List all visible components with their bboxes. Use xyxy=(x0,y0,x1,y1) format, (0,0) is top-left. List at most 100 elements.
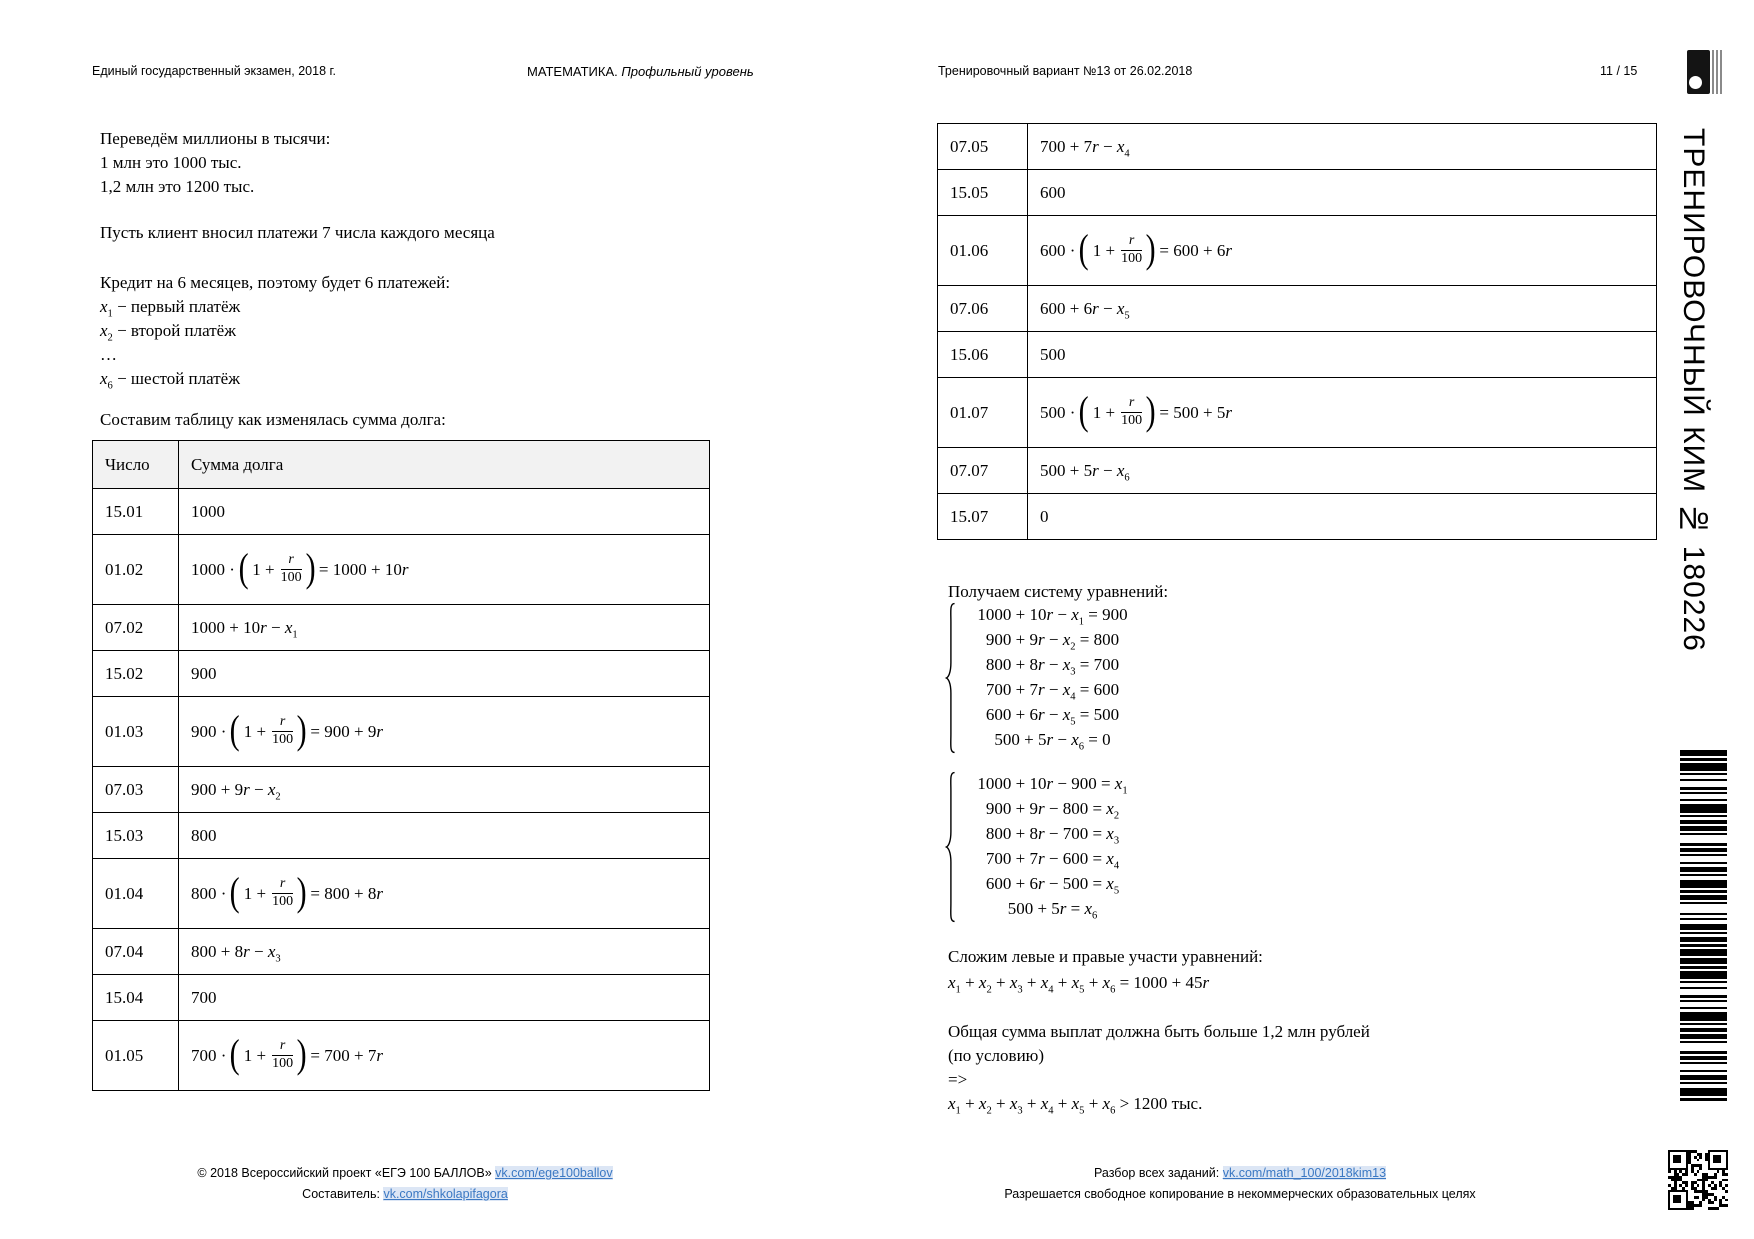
debt-table-row: 01.06 600 ·(1 + r 100) = 600 + 6r xyxy=(937,215,1657,286)
cell-formula: 700 ·(1 + r 100) = 700 + 7r xyxy=(178,1020,710,1091)
debt-table-row: 15.05 600 xyxy=(937,169,1657,216)
footer-solutions-line: Разбор всех заданий: vk.com/math_100/201… xyxy=(940,1163,1540,1184)
open-paren: ( xyxy=(230,868,241,914)
compound-formula: 500 ·(1 + r 100) = 500 + 5r xyxy=(1040,387,1232,433)
close-paren: ) xyxy=(296,1030,307,1076)
ege100ballov-link[interactable]: vk.com/ege100ballov xyxy=(495,1166,613,1180)
conclusion-line-2: (по условию) xyxy=(948,1046,1045,1065)
open-paren: ( xyxy=(230,706,241,752)
equation-system-1: 1000 + 10r − x1 = 900 900 + 9r − x2 = 800… xyxy=(944,602,1145,754)
barcode xyxy=(1680,750,1727,1102)
open-paren: ( xyxy=(1079,387,1090,433)
sum-paragraph: Сложим левые и правые участи уравнений: … xyxy=(948,944,1263,996)
cell-formula: 900 ·(1 + r 100) = 900 + 9r xyxy=(178,696,710,767)
payment-definition: x2 − второй платёж xyxy=(100,321,236,344)
payment-definition: … xyxy=(100,345,117,364)
cell-formula: 1000 ·(1 + r 100) = 1000 + 10r xyxy=(178,534,710,605)
close-paren: ) xyxy=(296,868,307,914)
cell-date: 07.05 xyxy=(937,123,1028,170)
cell-formula: 500 ·(1 + r 100) = 500 + 5r xyxy=(1027,377,1657,448)
equation-system-2: 1000 + 10r − 900 = x1 900 + 9r − 800 = x2… xyxy=(944,771,1145,923)
header-subject: МАТЕМАТИКА. Профильный уровень xyxy=(527,64,754,79)
cell-date: 01.07 xyxy=(937,377,1028,448)
equation: 1000 + 10r − x1 = 900 xyxy=(977,605,1128,628)
footer-right: Разбор всех заданий: vk.com/math_100/201… xyxy=(940,1163,1540,1205)
col-header-date: Число xyxy=(92,440,179,489)
cell-formula: 800 ·(1 + r 100) = 800 + 8r xyxy=(178,858,710,929)
left-brace-icon xyxy=(944,771,957,923)
cell-date: 15.02 xyxy=(92,650,179,697)
footer-license-line: Разрешается свободное копирование в неко… xyxy=(1004,1187,1476,1201)
debt-table-row: 01.02 1000 ·(1 + r 100) = 1000 + 10r xyxy=(92,534,710,605)
system-2-equations: 1000 + 10r − 900 = x1 900 + 9r − 800 = x2… xyxy=(960,771,1145,923)
cell-date: 07.07 xyxy=(937,447,1028,494)
cell-date: 01.02 xyxy=(92,534,179,605)
payment-definition: x6 − шестой платёж xyxy=(100,369,240,392)
compound-formula: 900 ·(1 + r 100) = 900 + 9r xyxy=(191,706,383,752)
solutions-link[interactable]: vk.com/math_100/2018kim13 xyxy=(1222,1166,1387,1180)
debt-table-right: 07.05 700 + 7r − x4 15.05 600 01.06 600 ·(1 +… xyxy=(937,123,1657,540)
payment-definitions: x1 − первый платёж x2 − второй платёж… x6 … xyxy=(100,295,450,391)
qr-code xyxy=(1668,1150,1728,1210)
debt-table-row: 07.04 800 + 8r − x3 xyxy=(92,928,710,975)
compound-formula: 700 ·(1 + r 100) = 700 + 7r xyxy=(191,1030,383,1076)
equation: 500 + 5r − x6 = 0 xyxy=(994,730,1111,753)
cell-date: 01.03 xyxy=(92,696,179,767)
debt-table-row: 15.04 700 xyxy=(92,974,710,1021)
ege-logo-stripes xyxy=(1712,50,1722,94)
cell-formula: 900 + 9r − x2 xyxy=(178,766,710,813)
footer-author-line: Составитель: vk.com/shkolapifagora xyxy=(95,1184,715,1205)
cell-formula: 700 xyxy=(178,974,710,1021)
debt-table-row: 07.03 900 + 9r − x2 xyxy=(92,766,710,813)
debt-table-row: 01.05 700 ·(1 + r 100) = 700 + 7r xyxy=(92,1020,710,1091)
cell-formula: 700 + 7r − x4 xyxy=(1027,123,1657,170)
close-paren: ) xyxy=(296,706,307,752)
cell-formula: 1000 xyxy=(178,488,710,535)
debt-table-row: 01.07 500 ·(1 + r 100) = 500 + 5r xyxy=(937,377,1657,448)
header-variant: Тренировочный вариант №13 от 26.02.2018 xyxy=(938,64,1193,78)
fraction: r 100 xyxy=(1121,395,1143,428)
cell-date: 15.06 xyxy=(937,331,1028,378)
sum-intro: Сложим левые и правые участи уравнений: xyxy=(948,947,1263,966)
equation: 700 + 7r − 600 = x4 xyxy=(985,849,1120,872)
ege-logo xyxy=(1687,50,1722,94)
cell-date: 01.06 xyxy=(937,215,1028,286)
debt-table-row: 15.03 800 xyxy=(92,812,710,859)
close-paren: ) xyxy=(1145,387,1156,433)
fraction: r 100 xyxy=(272,1038,294,1071)
debt-table-row: 07.06 600 + 6r − x5 xyxy=(937,285,1657,332)
cell-date: 15.05 xyxy=(937,169,1028,216)
debt-table-row: 15.01 1000 xyxy=(92,488,710,535)
equation: 1000 + 10r − 900 = x1 xyxy=(977,774,1128,797)
fraction: r 100 xyxy=(280,552,302,585)
open-paren: ( xyxy=(1079,225,1090,271)
implies-arrow: => xyxy=(948,1070,968,1089)
payment-definition: x1 − первый платёж xyxy=(100,297,241,320)
fraction: r 100 xyxy=(272,876,294,909)
cell-date: 15.07 xyxy=(937,493,1028,540)
debt-table-row: 01.04 800 ·(1 + r 100) = 800 + 8r xyxy=(92,858,710,929)
equation: 600 + 6r − 500 = x5 xyxy=(985,874,1120,897)
text-line: Переведём миллионы в тысячи: xyxy=(100,129,331,148)
open-paren: ( xyxy=(238,544,249,590)
cell-formula: 600 xyxy=(1027,169,1657,216)
header-subject-level: Профильный уровень xyxy=(621,64,754,79)
compound-formula: 1000 ·(1 + r 100) = 1000 + 10r xyxy=(191,544,409,590)
final-inequality: x1 + x2 + x3 + x4 + x5 + x6 > 1200 тыс. xyxy=(948,1094,1203,1117)
footer-left: © 2018 Всероссийский проект «ЕГЭ 100 БАЛ… xyxy=(95,1163,715,1205)
debt-table-row: 15.02 900 xyxy=(92,650,710,697)
intro-paragraph: Переведём миллионы в тысячи: 1 млн это 10… xyxy=(100,127,330,199)
footer-solutions-text: Разбор всех заданий: xyxy=(1093,1166,1223,1180)
footer-copyright-line: © 2018 Всероссийский проект «ЕГЭ 100 БАЛ… xyxy=(95,1163,715,1184)
cell-date: 07.03 xyxy=(92,766,179,813)
credit-title: Кредит на 6 месяцев, поэтому будет 6 пла… xyxy=(100,273,451,292)
text-line: 1 млн это 1000 тыс. xyxy=(100,153,242,172)
fraction: r 100 xyxy=(272,714,294,747)
shkolapifagora-link[interactable]: vk.com/shkolapifagora xyxy=(383,1187,508,1201)
debt-table-row: 15.07 0 xyxy=(937,493,1657,540)
cell-date: 15.01 xyxy=(92,488,179,535)
debt-table-row: 01.03 900 ·(1 + r 100) = 900 + 9r xyxy=(92,696,710,767)
equation: 900 + 9r − 800 = x2 xyxy=(985,799,1120,822)
cell-date: 07.06 xyxy=(937,285,1028,332)
compound-formula: 600 ·(1 + r 100) = 600 + 6r xyxy=(1040,225,1232,271)
